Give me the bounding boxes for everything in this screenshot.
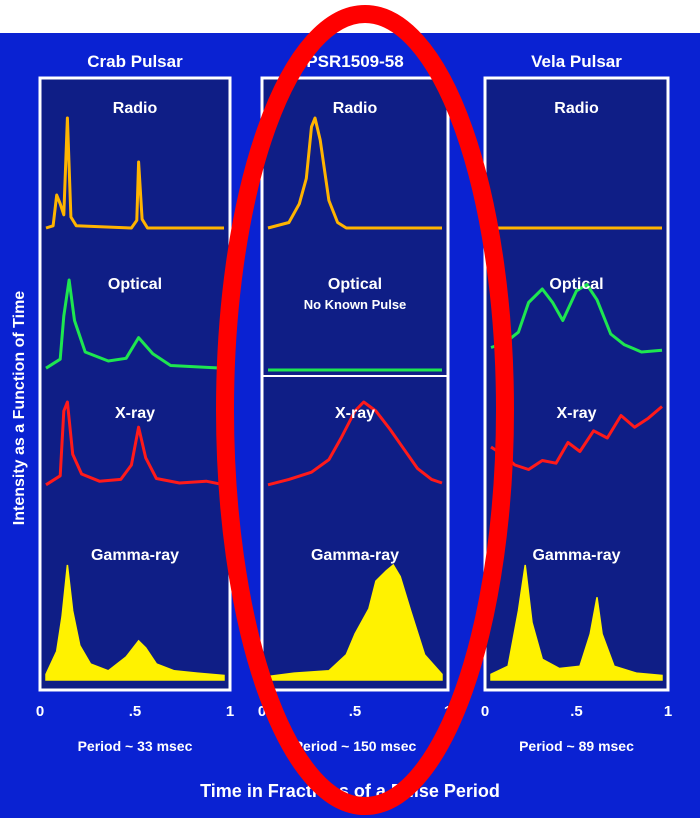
band-label-crab-pulsar-optical: Optical [108,276,162,293]
band-subtitle-psr1509-58-optical: No Known Pulse [304,297,407,312]
curve-psr1509-58-radio [267,116,442,230]
period-label-psr1509-58: Period ~ 150 msec [294,738,417,754]
curve-vela-pulsar-x-ray [490,405,663,471]
period-label-vela-pulsar: Period ~ 89 msec [519,738,634,754]
band-label-vela-pulsar-radio: Radio [554,100,599,117]
band-label-vela-pulsar-gamma-ray: Gamma-ray [532,547,620,564]
tick-label-psr1509-58-0: 0 [258,703,266,720]
period-label-crab-pulsar: Period ~ 33 msec [78,738,193,754]
tick-label-vela-pulsar-0: 0 [481,703,489,720]
panel-title-vela-pulsar: Vela Pulsar [531,52,622,71]
tick-label-crab-pulsar-2: 1 [226,703,234,720]
highlight-ellipse [216,5,514,815]
band-label-vela-pulsar-x-ray: X-ray [556,405,596,422]
curve-crab-pulsar-gamma-ray [45,564,225,681]
curve-psr1509-58-x-ray [267,400,443,487]
panel-title-crab-pulsar: Crab Pulsar [87,52,183,71]
panel-title-psr1509-58: PSR1509-58 [306,52,403,71]
band-label-psr1509-58-gamma-ray: Gamma-ray [311,547,399,564]
y-axis-label: Intensity as a Function of Time [11,291,28,526]
band-label-crab-pulsar-x-ray: X-ray [115,405,155,422]
x-axis-label: Time in Fractions of a Pulse Period [200,781,500,801]
tick-label-vela-pulsar-2: 1 [664,703,672,720]
tick-label-psr1509-58-1: .5 [349,703,362,720]
panel-crab-pulsar [38,76,232,692]
band-label-psr1509-58-radio: Radio [333,100,378,117]
band-label-psr1509-58-x-ray: X-ray [335,405,375,422]
curve-crab-pulsar-optical [45,278,225,370]
band-label-crab-pulsar-radio: Radio [113,100,158,117]
band-label-crab-pulsar-gamma-ray: Gamma-ray [91,547,179,564]
panel-vela-pulsar [483,76,670,692]
curve-vela-pulsar-gamma-ray [490,564,663,681]
tick-label-vela-pulsar-1: .5 [570,703,583,720]
curve-crab-pulsar-x-ray [45,400,225,487]
panel-psr1509-58 [260,76,450,692]
curve-crab-pulsar-radio [45,116,224,230]
curve-psr1509-58-gamma-ray [267,563,443,681]
tick-label-crab-pulsar-1: .5 [129,703,142,720]
tick-label-crab-pulsar-0: 0 [36,703,44,720]
band-label-vela-pulsar-optical: Optical [549,276,603,293]
band-label-psr1509-58-optical: Optical [328,276,382,293]
curve-vela-pulsar-optical [490,283,663,354]
